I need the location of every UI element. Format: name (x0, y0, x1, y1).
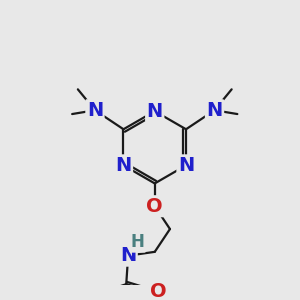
Text: N: N (206, 101, 223, 120)
Text: N: N (87, 101, 103, 120)
Text: O: O (150, 282, 167, 300)
Text: O: O (146, 197, 163, 216)
Text: N: N (120, 246, 136, 265)
Text: N: N (178, 156, 194, 175)
Text: N: N (116, 156, 132, 175)
Text: N: N (147, 102, 163, 121)
Text: H: H (131, 233, 145, 251)
